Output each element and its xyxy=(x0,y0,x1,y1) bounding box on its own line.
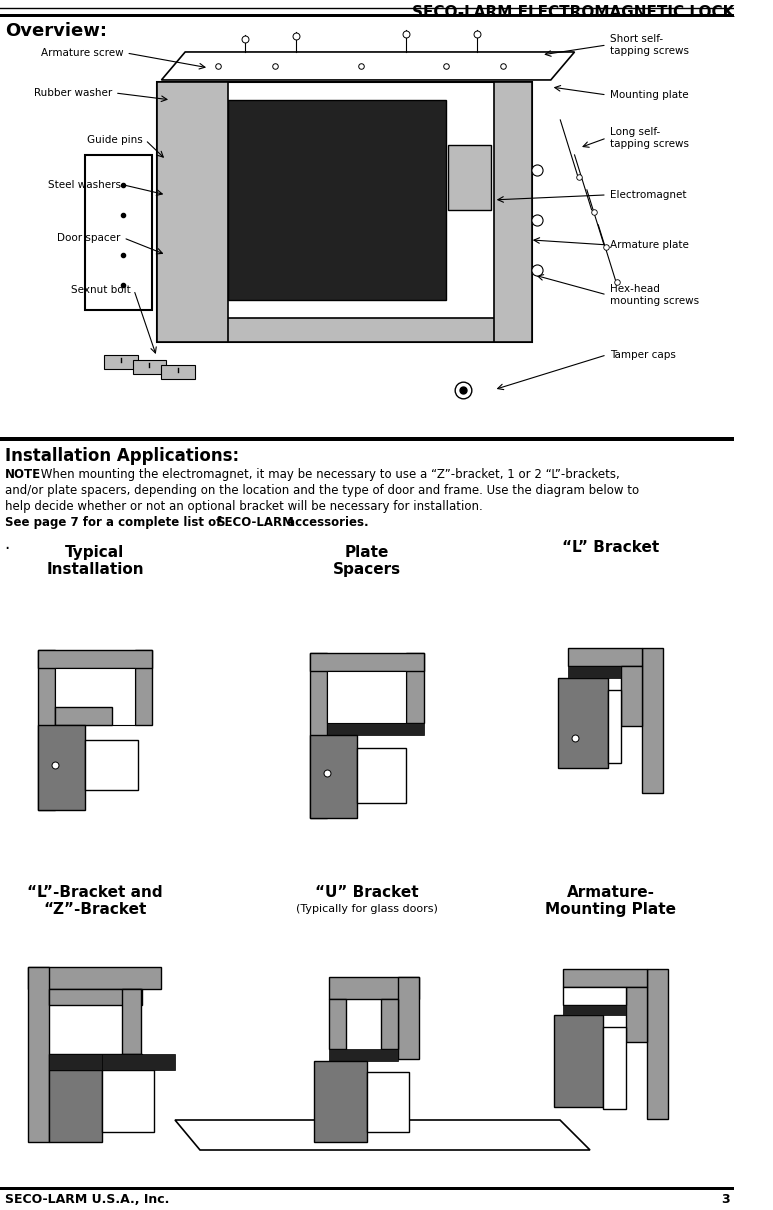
Bar xyxy=(568,647,642,666)
Bar xyxy=(0,437,734,440)
Bar xyxy=(38,725,86,809)
Bar xyxy=(626,987,647,1042)
Bar xyxy=(101,1054,175,1071)
Text: help decide whether or not an optional bracket will be necessary for installatio: help decide whether or not an optional b… xyxy=(5,500,482,513)
Bar xyxy=(29,968,49,1142)
Polygon shape xyxy=(175,1120,590,1150)
Text: Rubber washer: Rubber washer xyxy=(34,88,112,98)
Bar xyxy=(568,666,621,678)
Bar xyxy=(133,359,166,374)
Bar xyxy=(162,364,195,379)
Bar xyxy=(329,999,346,1049)
Text: Armature-
Mounting Plate: Armature- Mounting Plate xyxy=(545,885,676,917)
Bar xyxy=(49,1054,142,1071)
Bar xyxy=(38,650,55,809)
Text: Armature screw: Armature screw xyxy=(41,48,124,58)
Bar xyxy=(309,652,327,818)
Bar xyxy=(327,670,407,722)
Bar xyxy=(329,1049,398,1061)
Bar xyxy=(647,969,668,1119)
Text: .: . xyxy=(5,535,10,553)
Bar xyxy=(564,987,626,1006)
Bar xyxy=(558,678,608,767)
Bar xyxy=(564,1006,626,1015)
Text: Typical
Installation: Typical Installation xyxy=(46,544,144,577)
Bar xyxy=(603,1027,626,1110)
Bar xyxy=(329,978,419,999)
Bar xyxy=(86,155,152,310)
Bar xyxy=(55,707,112,725)
Bar xyxy=(135,650,152,725)
Bar xyxy=(608,690,621,762)
Text: Overview:: Overview: xyxy=(5,22,107,40)
Bar xyxy=(55,668,135,725)
Bar xyxy=(0,15,734,17)
Text: Plate
Spacers: Plate Spacers xyxy=(332,544,400,577)
Bar xyxy=(86,739,138,790)
Text: “L” Bracket: “L” Bracket xyxy=(562,540,659,554)
Bar xyxy=(38,650,152,668)
Text: Long self-
tapping screws: Long self- tapping screws xyxy=(610,127,689,149)
Text: Door spacer: Door spacer xyxy=(57,232,121,243)
Text: Armature plate: Armature plate xyxy=(610,240,689,249)
Bar xyxy=(381,999,398,1049)
Bar xyxy=(157,82,228,341)
Text: Electromagnet: Electromagnet xyxy=(610,190,686,200)
Bar xyxy=(104,355,138,369)
Text: See page 7 for a complete list of: See page 7 for a complete list of xyxy=(5,515,225,529)
Bar xyxy=(327,722,424,734)
Bar xyxy=(398,978,419,1060)
Bar xyxy=(49,1054,101,1071)
Bar xyxy=(553,1015,603,1107)
Bar xyxy=(621,666,642,726)
Text: Hex-head
mounting screws: Hex-head mounting screws xyxy=(610,284,699,306)
Bar xyxy=(121,990,141,1054)
Text: SECO-LARM: SECO-LARM xyxy=(216,515,295,529)
Text: “U” Bracket: “U” Bracket xyxy=(315,885,418,899)
Text: “L”-Bracket and
“Z”-Bracket: “L”-Bracket and “Z”-Bracket xyxy=(27,885,163,917)
Bar xyxy=(642,647,663,793)
Bar xyxy=(157,318,532,341)
Bar xyxy=(448,145,491,209)
Bar xyxy=(315,1061,366,1142)
Text: Installation Applications:: Installation Applications: xyxy=(5,446,239,465)
Text: (Typically for glass doors): (Typically for glass doors) xyxy=(295,905,438,915)
Bar xyxy=(228,100,446,300)
Text: 3: 3 xyxy=(720,1193,730,1206)
Bar xyxy=(494,82,532,341)
Bar xyxy=(407,652,424,722)
Bar xyxy=(49,1071,101,1142)
Bar xyxy=(564,969,647,987)
Text: Steel washers: Steel washers xyxy=(48,180,121,190)
Bar xyxy=(29,968,162,990)
Text: : When mounting the electromagnet, it may be necessary to use a “Z”-bracket, 1 o: : When mounting the electromagnet, it ma… xyxy=(33,468,620,480)
Bar xyxy=(366,1072,409,1133)
Text: Tamper caps: Tamper caps xyxy=(610,350,676,359)
Text: accessories.: accessories. xyxy=(283,515,369,529)
Text: SECO-LARM U.S.A., Inc.: SECO-LARM U.S.A., Inc. xyxy=(5,1193,169,1206)
Text: Sexnut bolt: Sexnut bolt xyxy=(71,284,131,295)
Text: and/or plate spacers, depending on the location and the type of door and frame. : and/or plate spacers, depending on the l… xyxy=(5,484,638,497)
Bar xyxy=(157,82,532,341)
Bar xyxy=(309,734,357,818)
Bar xyxy=(357,748,407,802)
Bar xyxy=(101,1071,154,1133)
Text: SECO-LARM ELECTROMAGNETIC LOCK: SECO-LARM ELECTROMAGNETIC LOCK xyxy=(412,5,734,21)
Text: Guide pins: Guide pins xyxy=(87,136,142,145)
Text: Mounting plate: Mounting plate xyxy=(610,90,688,100)
Text: NOTE: NOTE xyxy=(5,468,41,480)
Text: Short self-
tapping screws: Short self- tapping screws xyxy=(610,34,689,56)
Bar xyxy=(0,1187,734,1191)
Bar xyxy=(309,652,424,670)
Polygon shape xyxy=(162,52,574,80)
Bar xyxy=(49,990,142,1006)
